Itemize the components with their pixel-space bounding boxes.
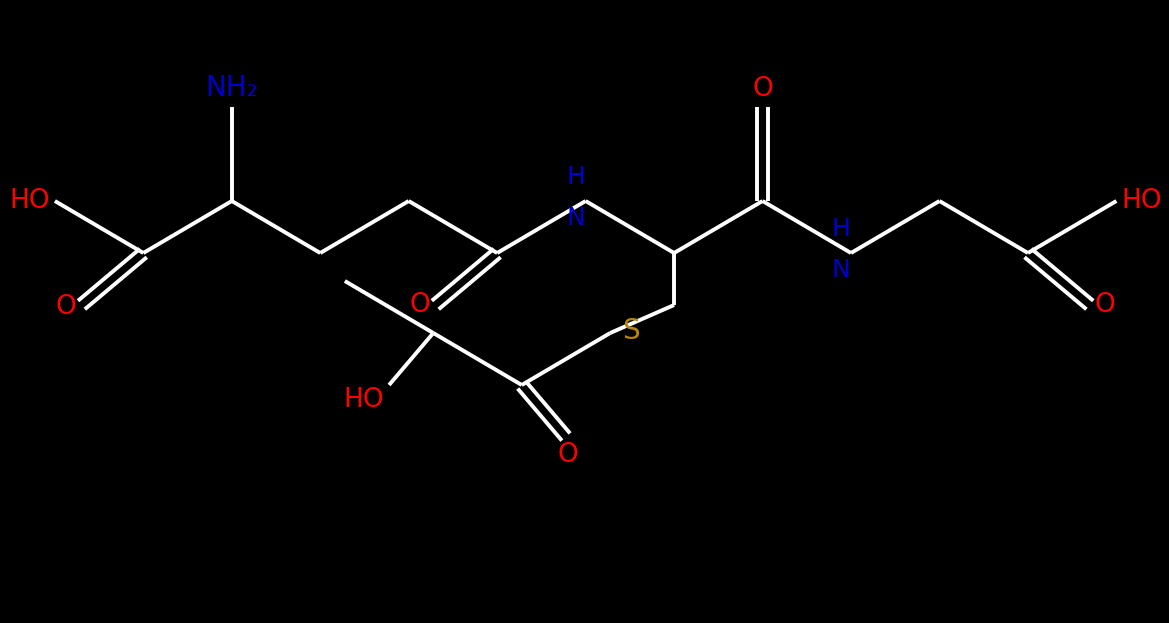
- Text: S: S: [622, 317, 639, 345]
- Text: O: O: [558, 442, 579, 468]
- Text: HO: HO: [344, 387, 385, 413]
- Text: HO: HO: [9, 188, 50, 214]
- Text: N: N: [567, 206, 586, 230]
- Text: O: O: [56, 294, 76, 320]
- Text: H: H: [566, 165, 586, 189]
- Text: H: H: [832, 217, 851, 241]
- Text: N: N: [832, 258, 851, 282]
- Text: O: O: [409, 292, 430, 318]
- Text: HO: HO: [1121, 188, 1162, 214]
- Text: NH₂: NH₂: [206, 74, 258, 102]
- Text: O: O: [752, 77, 773, 102]
- Text: O: O: [1095, 292, 1115, 318]
